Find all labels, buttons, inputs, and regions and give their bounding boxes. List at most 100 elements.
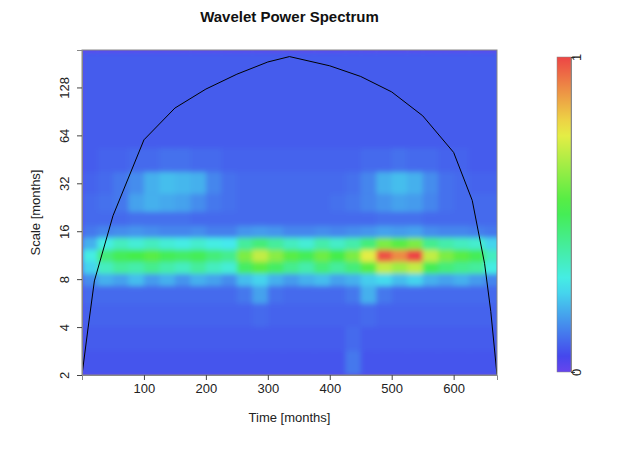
heat-cell — [144, 225, 160, 237]
heat-cell — [237, 225, 253, 237]
heat-cell — [469, 285, 485, 303]
heat-cell — [392, 211, 408, 226]
heat-cell — [97, 273, 113, 286]
heat-cell — [376, 148, 392, 173]
heat-cell — [345, 193, 361, 212]
heat-cell — [376, 273, 392, 286]
heat-cell — [485, 52, 497, 77]
heat-cell — [82, 249, 98, 262]
heat-cell — [82, 211, 98, 226]
heat-cell — [392, 100, 408, 125]
heat-cell — [113, 273, 129, 286]
heat-cell — [283, 225, 299, 237]
heat-cell — [330, 75, 346, 100]
heat-cell — [159, 124, 175, 149]
heat-cell — [206, 273, 222, 286]
heat-cell — [221, 52, 237, 77]
y-tick-mark — [77, 135, 82, 136]
heat-cell — [454, 285, 470, 303]
heat-cell — [252, 211, 268, 226]
heat-cell — [485, 148, 497, 173]
heat-cell — [206, 326, 222, 351]
heat-cell — [330, 326, 346, 351]
heat-cell — [159, 75, 175, 100]
heat-cell — [97, 172, 113, 194]
y-tick: 32 — [57, 177, 82, 191]
heat-cell — [423, 303, 439, 327]
cone-of-influence — [82, 57, 497, 375]
heat-cell — [190, 211, 206, 226]
heat-cell — [330, 172, 346, 194]
heat-cell — [469, 237, 485, 250]
heat-cell — [159, 249, 175, 262]
heat-cell — [252, 303, 268, 327]
heat-cell — [423, 124, 439, 149]
y-tick: 2 — [57, 372, 82, 379]
heat-cell — [113, 285, 129, 303]
heat-cell — [82, 285, 98, 303]
heat-cell — [345, 261, 361, 274]
heat-cell — [113, 326, 129, 351]
plot-area — [82, 50, 497, 375]
x-tick: 300 — [257, 375, 279, 396]
heat-cell — [159, 326, 175, 351]
y-tick-mark — [77, 183, 82, 184]
heat-cell — [237, 193, 253, 212]
heat-cell — [376, 52, 392, 77]
heat-cell — [454, 261, 470, 274]
heat-cell — [299, 193, 315, 212]
heat-cell — [407, 193, 423, 212]
heat-cell — [376, 172, 392, 194]
heat-cell — [206, 193, 222, 212]
y-tick-mark — [77, 87, 82, 88]
heat-cell — [345, 350, 361, 375]
heat-cell — [438, 225, 454, 237]
heat-cell — [454, 326, 470, 351]
y-tick-label: 32 — [57, 177, 72, 191]
heat-cell — [190, 249, 206, 262]
heat-cell — [175, 249, 191, 262]
heat-cell — [454, 237, 470, 250]
heat-cell — [469, 124, 485, 149]
heat-cell — [97, 124, 113, 149]
heat-cell — [314, 350, 330, 375]
heat-cell — [361, 261, 377, 274]
heat-cell — [175, 124, 191, 149]
heat-cell — [128, 100, 144, 125]
colorbar-tick: 1 — [569, 54, 584, 61]
heat-cell — [314, 326, 330, 351]
heat-cell — [221, 261, 237, 274]
heat-cell — [330, 100, 346, 125]
heat-cell — [361, 225, 377, 237]
heat-cell — [283, 237, 299, 250]
heat-cell — [144, 326, 160, 351]
heat-cell — [175, 326, 191, 351]
heat-cell — [438, 52, 454, 77]
heat-cell — [190, 148, 206, 173]
heat-cell — [144, 285, 160, 303]
heat-cell — [407, 225, 423, 237]
y-tick-label: 64 — [57, 129, 72, 143]
heat-cell — [423, 100, 439, 125]
x-tick-mark — [206, 375, 207, 380]
heat-cell — [113, 225, 129, 237]
y-axis: 248163264128 — [57, 51, 83, 380]
heat-cell — [485, 124, 497, 149]
heat-cell — [469, 193, 485, 212]
heat-cell — [252, 261, 268, 274]
heat-cell — [206, 148, 222, 173]
y-tick: 128 — [57, 77, 82, 99]
x-tick-label: 200 — [196, 381, 218, 396]
colorbar-tick-label: 1 — [569, 54, 584, 61]
heat-cell — [113, 100, 129, 125]
heat-cell — [268, 75, 284, 100]
heat-cell — [237, 261, 253, 274]
heat-cell — [268, 52, 284, 77]
heat-cell — [485, 100, 497, 125]
heat-cell — [438, 350, 454, 375]
y-tick-label: 8 — [57, 276, 72, 283]
heat-cell — [438, 124, 454, 149]
heat-cell — [376, 285, 392, 303]
heat-cell — [314, 100, 330, 125]
heat-cell — [252, 350, 268, 375]
